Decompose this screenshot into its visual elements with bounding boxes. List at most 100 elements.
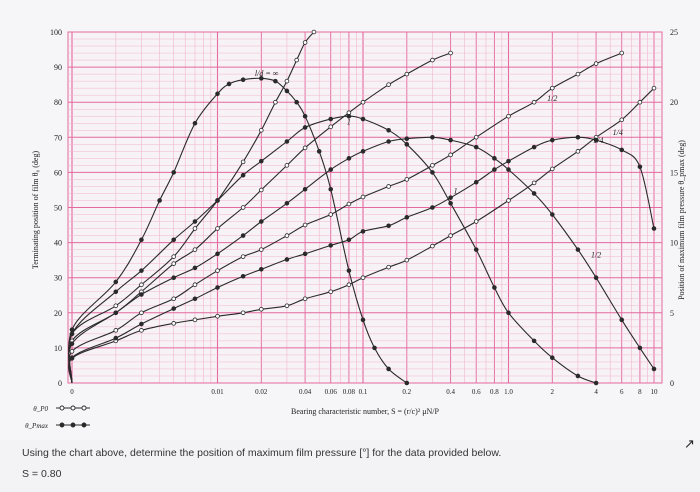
data-point — [430, 57, 435, 63]
data-point — [284, 200, 290, 206]
x-axis-label: Bearing characteristic number, S = (r/c)… — [291, 407, 439, 416]
data-point — [328, 212, 334, 217]
data-point — [171, 254, 177, 259]
y-tick-label-left: 30 — [54, 274, 62, 283]
data-point — [386, 82, 391, 87]
y-tick-label-right: 20 — [670, 98, 678, 107]
data-point — [113, 335, 119, 341]
data-point — [531, 338, 537, 344]
data-point — [302, 222, 308, 228]
y-tick-label-left: 50 — [54, 204, 62, 213]
data-point — [316, 149, 322, 154]
data-point — [192, 317, 198, 323]
y-tick-label-left: 0 — [58, 379, 62, 388]
legend-symbol: θ_Pmax — [25, 422, 49, 430]
data-point — [360, 229, 366, 234]
data-point — [328, 116, 334, 122]
data-point — [139, 268, 144, 273]
y-tick-label-left: 60 — [54, 168, 62, 177]
legend-marker — [70, 405, 76, 411]
y-tick-label-right: 5 — [670, 309, 674, 318]
data-point — [651, 366, 657, 372]
data-point — [69, 355, 75, 361]
x-tick-label: 0.6 — [472, 388, 481, 396]
data-point — [619, 117, 625, 123]
curve-label: l/d = ∞ — [255, 69, 279, 78]
y-tick-label-left: 20 — [54, 309, 62, 318]
data-point — [619, 317, 625, 323]
data-point — [284, 78, 290, 84]
data-point — [549, 166, 555, 172]
arrow-up-icon: ↗ — [684, 437, 695, 452]
data-point — [284, 233, 290, 238]
data-point — [258, 266, 264, 272]
data-point — [492, 285, 497, 290]
data-point — [360, 116, 366, 122]
data-point — [240, 273, 246, 279]
data-point — [302, 40, 308, 45]
legend-marker — [59, 422, 65, 428]
data-point — [531, 180, 537, 186]
data-point — [139, 237, 144, 243]
data-point — [506, 113, 511, 119]
data-point — [549, 137, 555, 143]
data-point — [139, 292, 144, 297]
data-point — [360, 99, 366, 105]
y-axis-label-right: Position of maximum film pressure θ_pmax… — [677, 140, 686, 300]
data-point — [240, 254, 246, 259]
data-point — [575, 149, 581, 154]
curve-label: 1/4 — [613, 128, 623, 137]
data-point — [506, 310, 511, 316]
x-tick-label: 0.02 — [255, 388, 268, 396]
data-point — [215, 251, 220, 257]
data-point — [506, 158, 511, 164]
data-point — [448, 233, 453, 238]
x-tick-label: 1.0 — [504, 388, 513, 396]
data-point — [192, 219, 198, 224]
data-point — [575, 247, 581, 252]
curve-label: 1 — [454, 186, 458, 195]
data-point — [240, 310, 246, 316]
data-point — [215, 285, 220, 290]
x-tick-label: 0.4 — [446, 388, 455, 396]
data-point — [386, 127, 391, 133]
data-point — [273, 78, 278, 84]
data-point — [113, 289, 119, 295]
y-tick-label-left: 70 — [54, 133, 62, 142]
x-tick-label: 0.8 — [490, 388, 499, 396]
x-tick-label: 0.01 — [211, 388, 224, 396]
data-point — [473, 135, 479, 140]
data-point — [215, 314, 220, 319]
y-tick-label-left: 80 — [54, 98, 62, 107]
data-point — [404, 136, 410, 142]
data-point — [637, 345, 643, 351]
data-point — [531, 99, 537, 105]
data-point — [360, 194, 366, 200]
data-point — [139, 282, 144, 288]
data-point — [328, 186, 334, 192]
data-point — [386, 184, 391, 189]
y-tick-label-left: 90 — [54, 63, 62, 72]
y-tick-label-left: 40 — [54, 239, 62, 248]
data-point — [575, 373, 581, 379]
data-point — [192, 247, 198, 252]
y-tick-label-left: 10 — [54, 344, 62, 353]
data-point — [386, 139, 391, 144]
data-point — [171, 170, 177, 175]
data-point — [171, 275, 177, 281]
data-point — [157, 198, 162, 203]
x-tick-label: 0.04 — [299, 388, 312, 396]
data-point — [346, 282, 352, 288]
data-point — [448, 195, 453, 200]
data-point — [593, 137, 599, 143]
legend-symbol: θ_P0 — [33, 405, 48, 413]
data-point — [575, 135, 581, 140]
data-point — [69, 349, 75, 354]
data-point — [593, 275, 599, 281]
data-point — [139, 310, 144, 316]
data-point — [284, 139, 290, 144]
data-point — [258, 76, 264, 81]
data-point — [575, 71, 581, 77]
data-point — [549, 355, 555, 361]
data-point — [273, 99, 278, 105]
